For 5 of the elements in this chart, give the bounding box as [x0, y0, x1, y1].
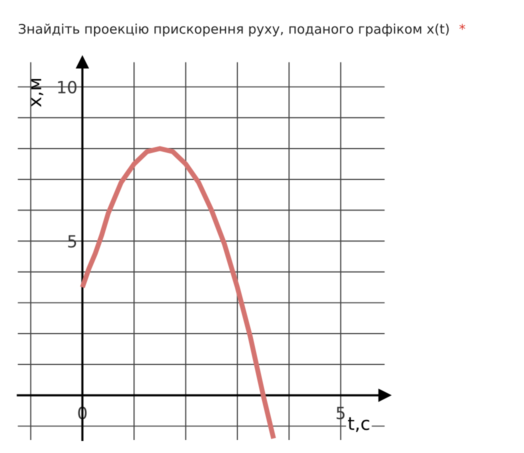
text: * — [459, 24, 466, 30]
x-axis-title: t,c — [348, 417, 370, 432]
chart-title: Знайдіть проекцію прискорення руху, поданого графіком x(t) — [18, 24, 449, 36]
line-series — [80, 146, 276, 440]
y-axis-title: x,м — [31, 78, 44, 107]
